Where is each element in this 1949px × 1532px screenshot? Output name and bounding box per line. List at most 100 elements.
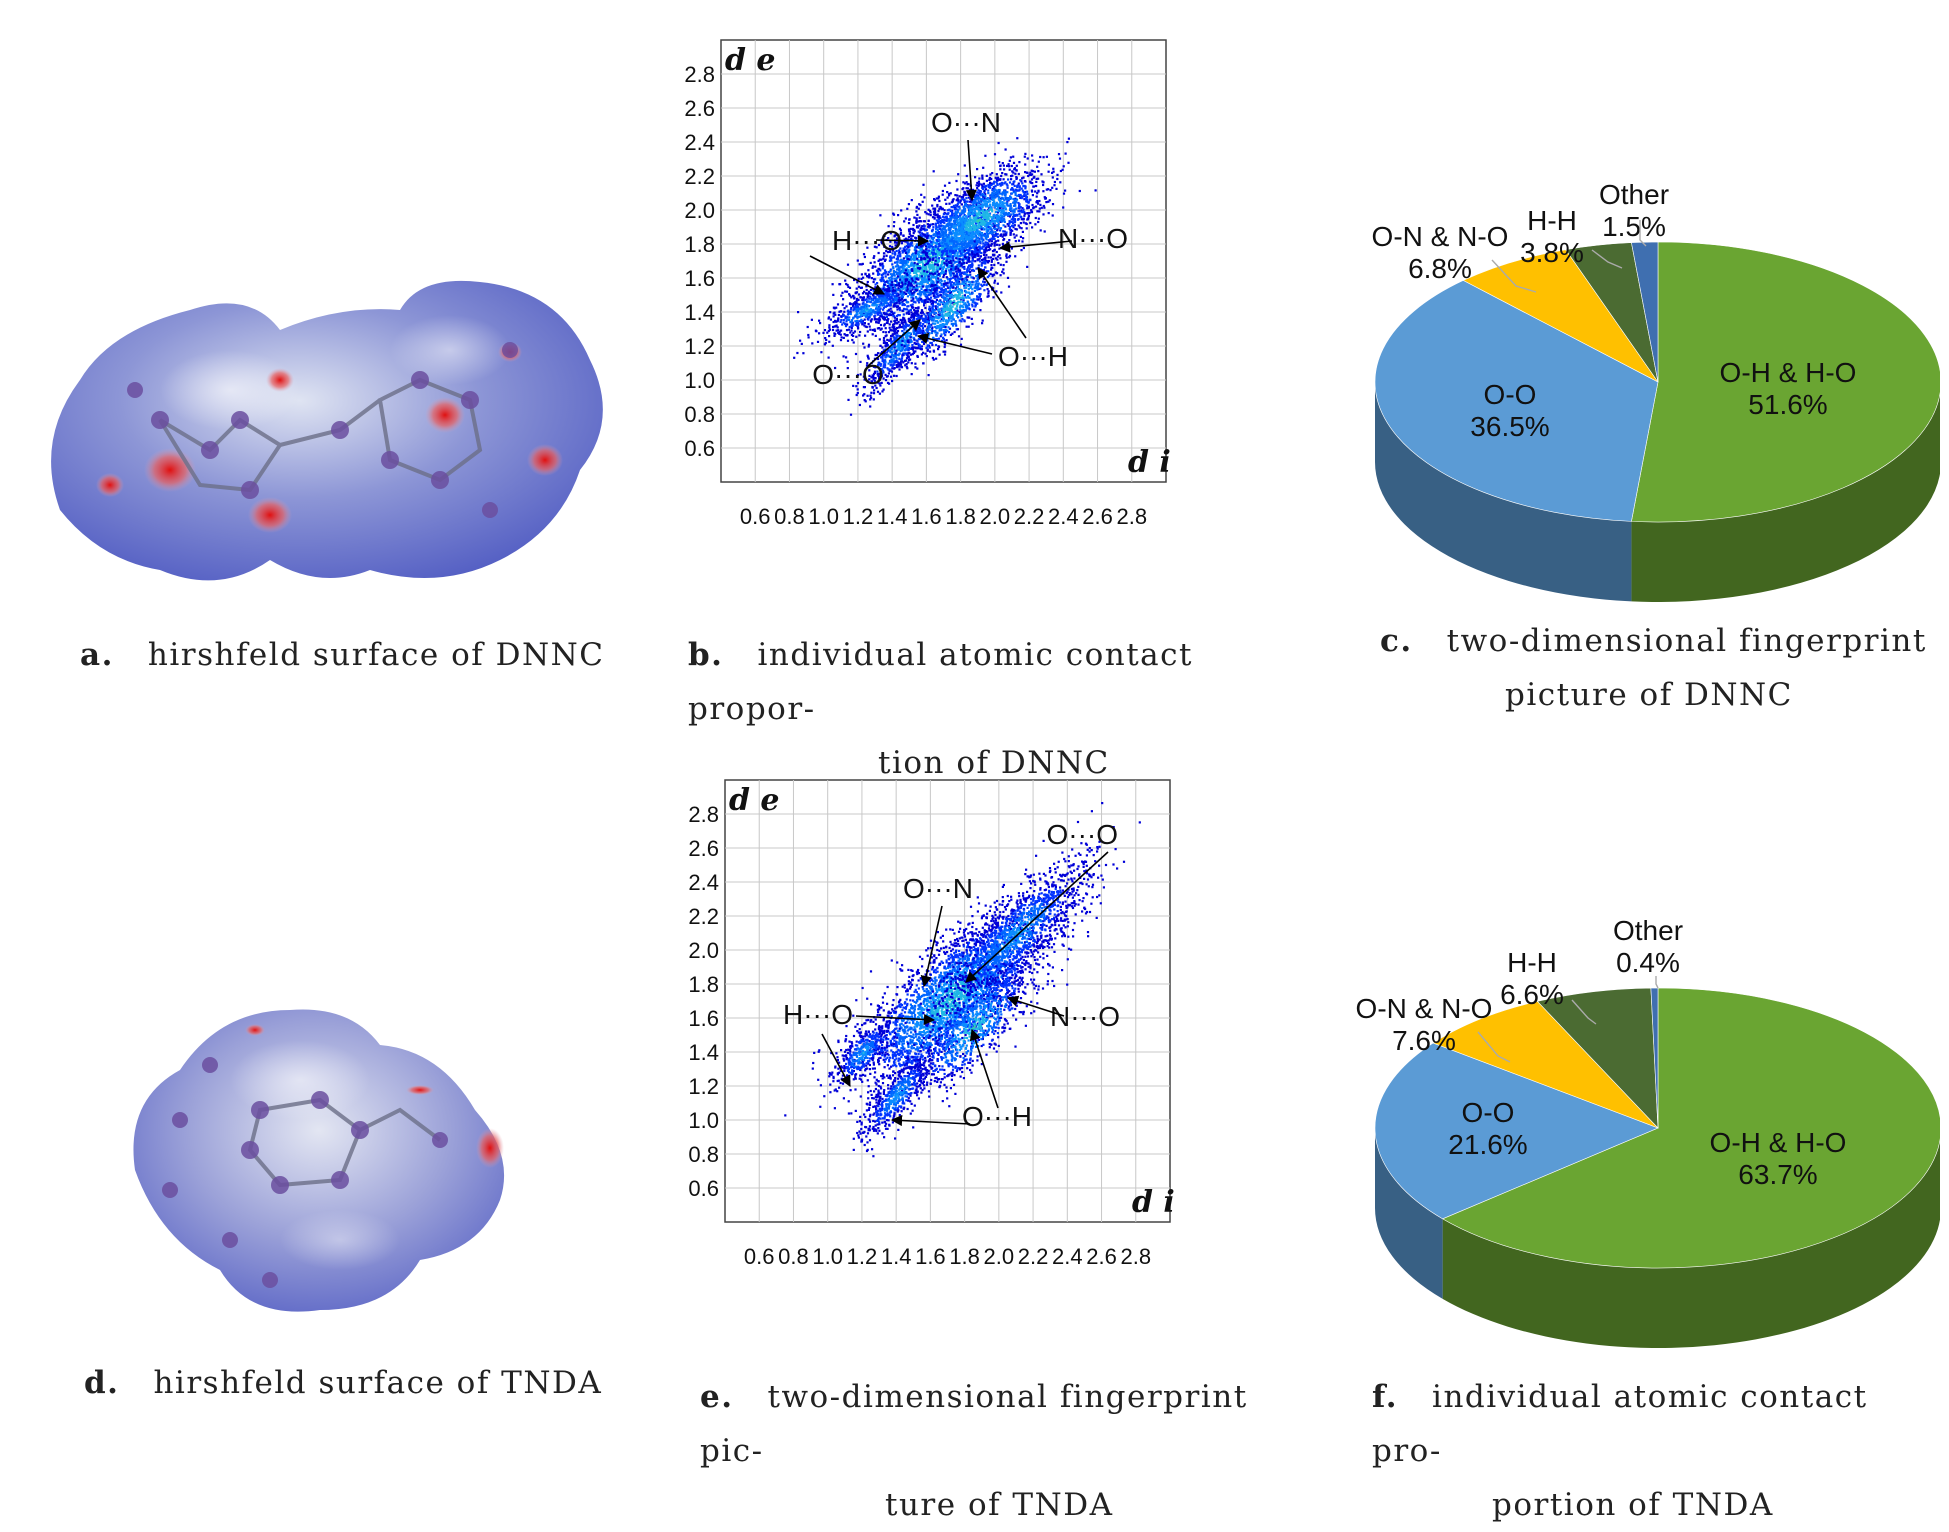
caption-d-text: hirshfeld surface of TNDA [153, 1365, 602, 1401]
contact-annotation: N···O [1058, 223, 1128, 254]
caption-d: d. hirshfeld surface of TNDA [84, 1356, 602, 1410]
caption-f-label: f. [1372, 1379, 1398, 1415]
contact-annotation: O···N [903, 873, 973, 904]
annotation-arrow [876, 240, 928, 241]
x-tick-label: 2.8 [1116, 504, 1147, 529]
pie-slice-name-label: O-O [1462, 1097, 1515, 1128]
pie-slice-name-label: Other [1613, 915, 1683, 946]
x-tick-label: 1.6 [911, 504, 942, 529]
y-tick-label: 0.6 [688, 1176, 719, 1201]
y-tick-label: 2.8 [688, 802, 719, 827]
fingerprint-plot-tnda: 0.60.60.80.81.01.01.21.21.41.41.61.61.81… [672, 776, 1292, 1376]
caption-c-line1: two-dimensional fingerprint [1447, 623, 1927, 659]
hirshfeld-surface-dnnc-image [40, 270, 630, 610]
x-tick-label: 1.0 [808, 504, 839, 529]
y-tick-label: 1.6 [688, 1006, 719, 1031]
pie-slice-name-label: O-N & N-O [1356, 993, 1493, 1024]
pie-slice-name-label: O-N & N-O [1372, 221, 1509, 252]
fingerprint-plot-dnnc: 0.60.60.80.81.01.01.21.21.41.41.61.61.81… [668, 36, 1288, 636]
x-tick-label: 2.0 [984, 1244, 1015, 1269]
x-tick-label: 0.6 [744, 1244, 775, 1269]
x-tick-label: 2.4 [1048, 504, 1079, 529]
pie-slice-name-label: O-O [1484, 379, 1537, 410]
caption-a-label: a. [80, 637, 114, 673]
y-tick-label: 2.4 [688, 870, 719, 895]
x-axis-label: d i [1132, 1185, 1175, 1220]
caption-f-line2: portion of TNDA [1372, 1478, 1942, 1532]
y-tick-label: 2.6 [684, 96, 715, 121]
pie-slice-value-label: 7.6% [1392, 1025, 1456, 1056]
x-tick-label: 2.2 [1018, 1244, 1049, 1269]
x-tick-label: 2.6 [1082, 504, 1113, 529]
y-tick-label: 1.0 [684, 368, 715, 393]
caption-f: f.individual atomic contact pro- portion… [1372, 1370, 1942, 1532]
contact-annotation: O···H [998, 341, 1068, 372]
x-tick-label: 1.4 [877, 504, 908, 529]
y-axis-label: d e [729, 783, 780, 818]
y-tick-label: 1.4 [684, 300, 715, 325]
contact-annotation: O···O [1046, 819, 1118, 850]
y-tick-label: 2.8 [684, 62, 715, 87]
y-tick-label: 1.2 [684, 334, 715, 359]
y-tick-label: 2.0 [684, 198, 715, 223]
pie-chart-tnda: O-H & H-O63.7%O-O21.6%O-N & N-O7.6%H-H6.… [1340, 900, 1940, 1360]
pie-slice-value-label: 6.6% [1500, 979, 1564, 1010]
x-tick-label: 0.8 [774, 504, 805, 529]
caption-f-line1: individual atomic contact pro- [1372, 1379, 1868, 1469]
x-tick-label: 2.2 [1014, 504, 1045, 529]
x-tick-label: 1.2 [843, 504, 874, 529]
y-tick-label: 1.0 [688, 1108, 719, 1133]
pie-slice-value-label: 0.4% [1616, 947, 1680, 978]
caption-e-line1: two-dimensional fingerprint pic- [700, 1379, 1248, 1469]
pie-slice-name-label: H-H [1527, 205, 1577, 236]
pie-slice-value-label: 51.6% [1748, 389, 1827, 420]
caption-b-label: b. [688, 637, 723, 673]
x-tick-label: 1.8 [949, 1244, 980, 1269]
caption-d-label: d. [84, 1365, 119, 1401]
x-tick-label: 2.6 [1086, 1244, 1117, 1269]
y-tick-label: 2.6 [688, 836, 719, 861]
pie-slice-name-label: Other [1599, 179, 1669, 210]
x-tick-label: 0.6 [740, 504, 771, 529]
hirshfeld-surface-tnda-image [120, 990, 520, 1330]
pie-slice-value-label: 21.6% [1448, 1129, 1527, 1160]
x-tick-label: 0.8 [778, 1244, 809, 1269]
caption-e-label: e. [700, 1379, 734, 1415]
pie-slice-name-label: H-H [1507, 947, 1557, 978]
y-tick-label: 2.2 [684, 164, 715, 189]
y-tick-label: 2.4 [684, 130, 715, 155]
caption-e: e.two-dimensional fingerprint pic- ture … [700, 1370, 1320, 1532]
pie-slice-value-label: 6.8% [1408, 253, 1472, 284]
y-tick-label: 1.6 [684, 266, 715, 291]
contact-annotation: O···O [812, 359, 884, 390]
caption-a-text: hirshfeld surface of DNNC [148, 637, 605, 673]
y-axis-label: d e [725, 43, 776, 78]
caption-c-label: c. [1380, 623, 1413, 659]
contact-annotation: H···O [783, 999, 853, 1030]
y-tick-label: 0.6 [684, 436, 715, 461]
x-tick-label: 2.4 [1052, 1244, 1083, 1269]
x-tick-label: 1.8 [945, 504, 976, 529]
y-tick-label: 1.2 [688, 1074, 719, 1099]
y-tick-label: 0.8 [688, 1142, 719, 1167]
caption-b: b.individual atomic contact propor- tion… [688, 628, 1308, 790]
y-tick-label: 2.0 [688, 938, 719, 963]
x-tick-label: 2.8 [1120, 1244, 1151, 1269]
x-tick-label: 1.4 [881, 1244, 912, 1269]
caption-a: a. hirshfeld surface of DNNC [80, 628, 604, 682]
x-tick-label: 1.0 [812, 1244, 843, 1269]
pie-slice-value-label: 36.5% [1470, 411, 1549, 442]
x-tick-label: 2.0 [980, 504, 1011, 529]
pie-slice-name-label: O-H & H-O [1720, 357, 1857, 388]
pie-chart-dnnc: O-H & H-O51.6% O-O36.5% O-N & N-O6.8% H-H3.… [1340, 150, 1940, 610]
x-axis-label: d i [1128, 445, 1171, 480]
y-tick-label: 1.8 [688, 972, 719, 997]
contact-annotation: N···O [1050, 1001, 1120, 1032]
contact-annotation: O···N [931, 107, 1001, 138]
y-tick-label: 0.8 [684, 402, 715, 427]
y-tick-label: 1.8 [684, 232, 715, 257]
y-tick-label: 1.4 [688, 1040, 719, 1065]
pie-slice-value-label: 3.8% [1520, 237, 1584, 268]
caption-b-line1: individual atomic contact propor- [688, 637, 1193, 727]
pie-slice-name-label: O-H & H-O [1710, 1127, 1847, 1158]
